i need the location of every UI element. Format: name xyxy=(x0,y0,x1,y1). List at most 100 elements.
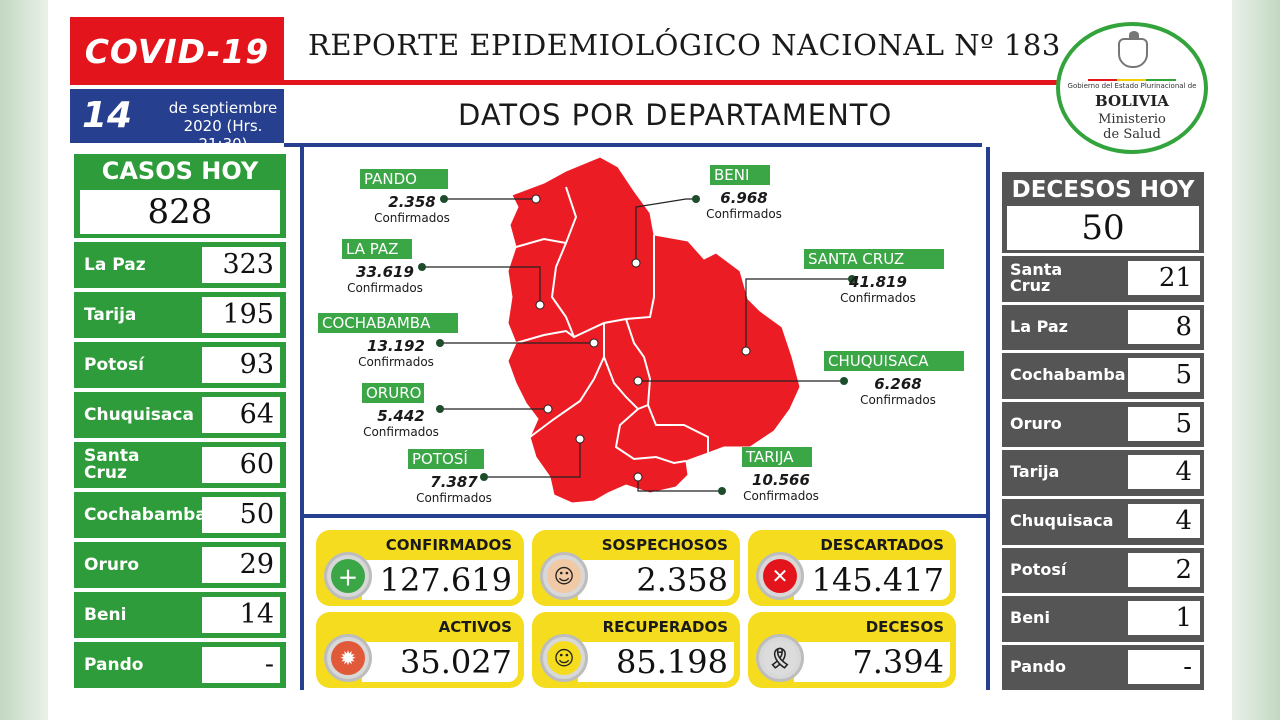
label-box xyxy=(824,351,964,371)
ministry-seal: Gobierno del Estado Plurinacional de BOL… xyxy=(1056,22,1208,154)
department-value: 5.442 xyxy=(377,407,424,425)
marker-dot xyxy=(543,404,553,414)
row-separator xyxy=(74,488,286,492)
connector-line xyxy=(635,198,696,263)
marker-dot xyxy=(480,473,488,481)
casos-row-name: Potosí xyxy=(84,354,144,375)
casos-row: Tarija 195 xyxy=(74,292,286,338)
decesos-row-name: Pando xyxy=(1010,657,1066,676)
seal-ministry-line1: Ministerio xyxy=(1098,112,1166,127)
smiley-icon: ☺ xyxy=(547,641,581,675)
decesos-row-name: Chuquisaca xyxy=(1010,511,1114,530)
row-separator xyxy=(1002,253,1204,256)
decesos-row-value: 4 xyxy=(1128,504,1200,538)
row-separator xyxy=(74,238,286,242)
department-value: 6.968 xyxy=(720,189,767,207)
date-month: de septiembre xyxy=(168,99,278,117)
casos-row: Oruro 29 xyxy=(74,542,286,588)
casos-row-name: Beni xyxy=(84,604,127,625)
virus-icon: ✹ xyxy=(331,641,365,675)
date-text: de septiembre 2020 (Hrs. 21:30) xyxy=(162,99,284,153)
stat-icon-frame: ✕ xyxy=(756,552,804,600)
label-box xyxy=(360,169,448,189)
department-unit: Confirmados xyxy=(347,281,423,295)
row-separator xyxy=(1002,447,1204,450)
seal-ministry: Ministerio de Salud xyxy=(1060,112,1204,142)
casos-row-value: 93 xyxy=(202,347,280,383)
decesos-row-value: 5 xyxy=(1128,358,1200,392)
decesos-row-value: 5 xyxy=(1128,407,1200,441)
casos-row-name: Pando xyxy=(84,654,144,675)
department-unit: Confirmados xyxy=(860,393,936,407)
stat-icon-frame: ☺ xyxy=(540,634,588,682)
stat-label: DESCARTADOS xyxy=(820,536,944,554)
decesos-row-name: Potosí xyxy=(1010,560,1067,579)
divider-top xyxy=(284,143,982,147)
department-name: CHUQUISACA xyxy=(828,352,929,370)
casos-row-name: La Paz xyxy=(84,254,146,275)
department-name: SANTA CRUZ xyxy=(808,250,904,268)
decesos-row: Beni 1 xyxy=(1002,596,1204,640)
divider-middle xyxy=(300,514,990,518)
divider-left xyxy=(300,147,304,690)
marker-dot xyxy=(535,300,545,310)
seal-country: BOLIVIA xyxy=(1095,92,1169,110)
stat-label: RECUPERADOS xyxy=(602,618,728,636)
row-separator xyxy=(1002,496,1204,499)
stat-value: 2.358 xyxy=(578,560,734,600)
stat-value: 7.394 xyxy=(794,642,950,682)
marker-dot xyxy=(840,377,848,385)
date-year-time: 2020 (Hrs. 21:30) xyxy=(183,117,263,153)
decesos-row: Chuquisaca 4 xyxy=(1002,499,1204,543)
covid-badge: COVID-19 xyxy=(70,17,284,85)
connector-line xyxy=(637,477,722,492)
row-separator xyxy=(1002,399,1204,402)
decesos-row-name: Santa Cruz xyxy=(1010,260,1063,295)
masked-face-icon: ☺ xyxy=(547,559,581,593)
department-value: 10.566 xyxy=(752,471,810,489)
marker-dot xyxy=(589,338,599,348)
marker-dot xyxy=(633,376,643,386)
stat-card-activos: ACTIVOS 35.027 ✹ xyxy=(316,612,524,688)
casos-row-value: 50 xyxy=(202,497,280,533)
marker-dot xyxy=(631,258,641,268)
marker-dot xyxy=(718,487,726,495)
decesos-row: Santa Cruz 21 xyxy=(1002,256,1204,300)
department-name: LA PAZ xyxy=(346,240,398,258)
department-name: ORURO xyxy=(366,384,421,402)
marker-dot xyxy=(418,263,426,271)
decesos-row-value: 4 xyxy=(1128,455,1200,489)
casos-row-value: 64 xyxy=(202,397,280,433)
decesos-hoy-label: DECESOS HOY xyxy=(1011,177,1195,203)
casos-row-name: Oruro xyxy=(84,554,140,575)
department-value: 41.819 xyxy=(848,273,907,291)
department-unit: Confirmados xyxy=(374,211,450,225)
casos-row-value: 195 xyxy=(202,297,280,333)
connector-line xyxy=(745,278,852,351)
row-separator xyxy=(74,388,286,392)
flag-stripe xyxy=(1088,79,1176,81)
stat-value: 145.417 xyxy=(794,560,950,600)
department-value: 2.358 xyxy=(388,193,435,211)
department-name: POTOSÍ xyxy=(412,449,468,468)
department-name: TARIJA xyxy=(745,448,794,466)
casos-row: Santa Cruz 60 xyxy=(74,442,286,488)
casos-row-name: Chuquisaca xyxy=(84,404,194,425)
department-unit: Confirmados xyxy=(358,355,434,369)
casos-row-value: 60 xyxy=(202,447,280,483)
marker-dot xyxy=(741,346,751,356)
department-unit: Confirmados xyxy=(743,489,819,503)
marker-dot xyxy=(440,195,448,203)
seal-ministry-line2: de Salud xyxy=(1103,127,1161,142)
stat-icon-frame: 🎗 xyxy=(756,634,804,682)
label-box xyxy=(408,449,484,469)
marker-dot xyxy=(633,472,643,482)
department-value: 7.387 xyxy=(430,473,478,491)
decesos-row: La Paz 8 xyxy=(1002,305,1204,349)
casos-row: Beni 14 xyxy=(74,592,286,638)
